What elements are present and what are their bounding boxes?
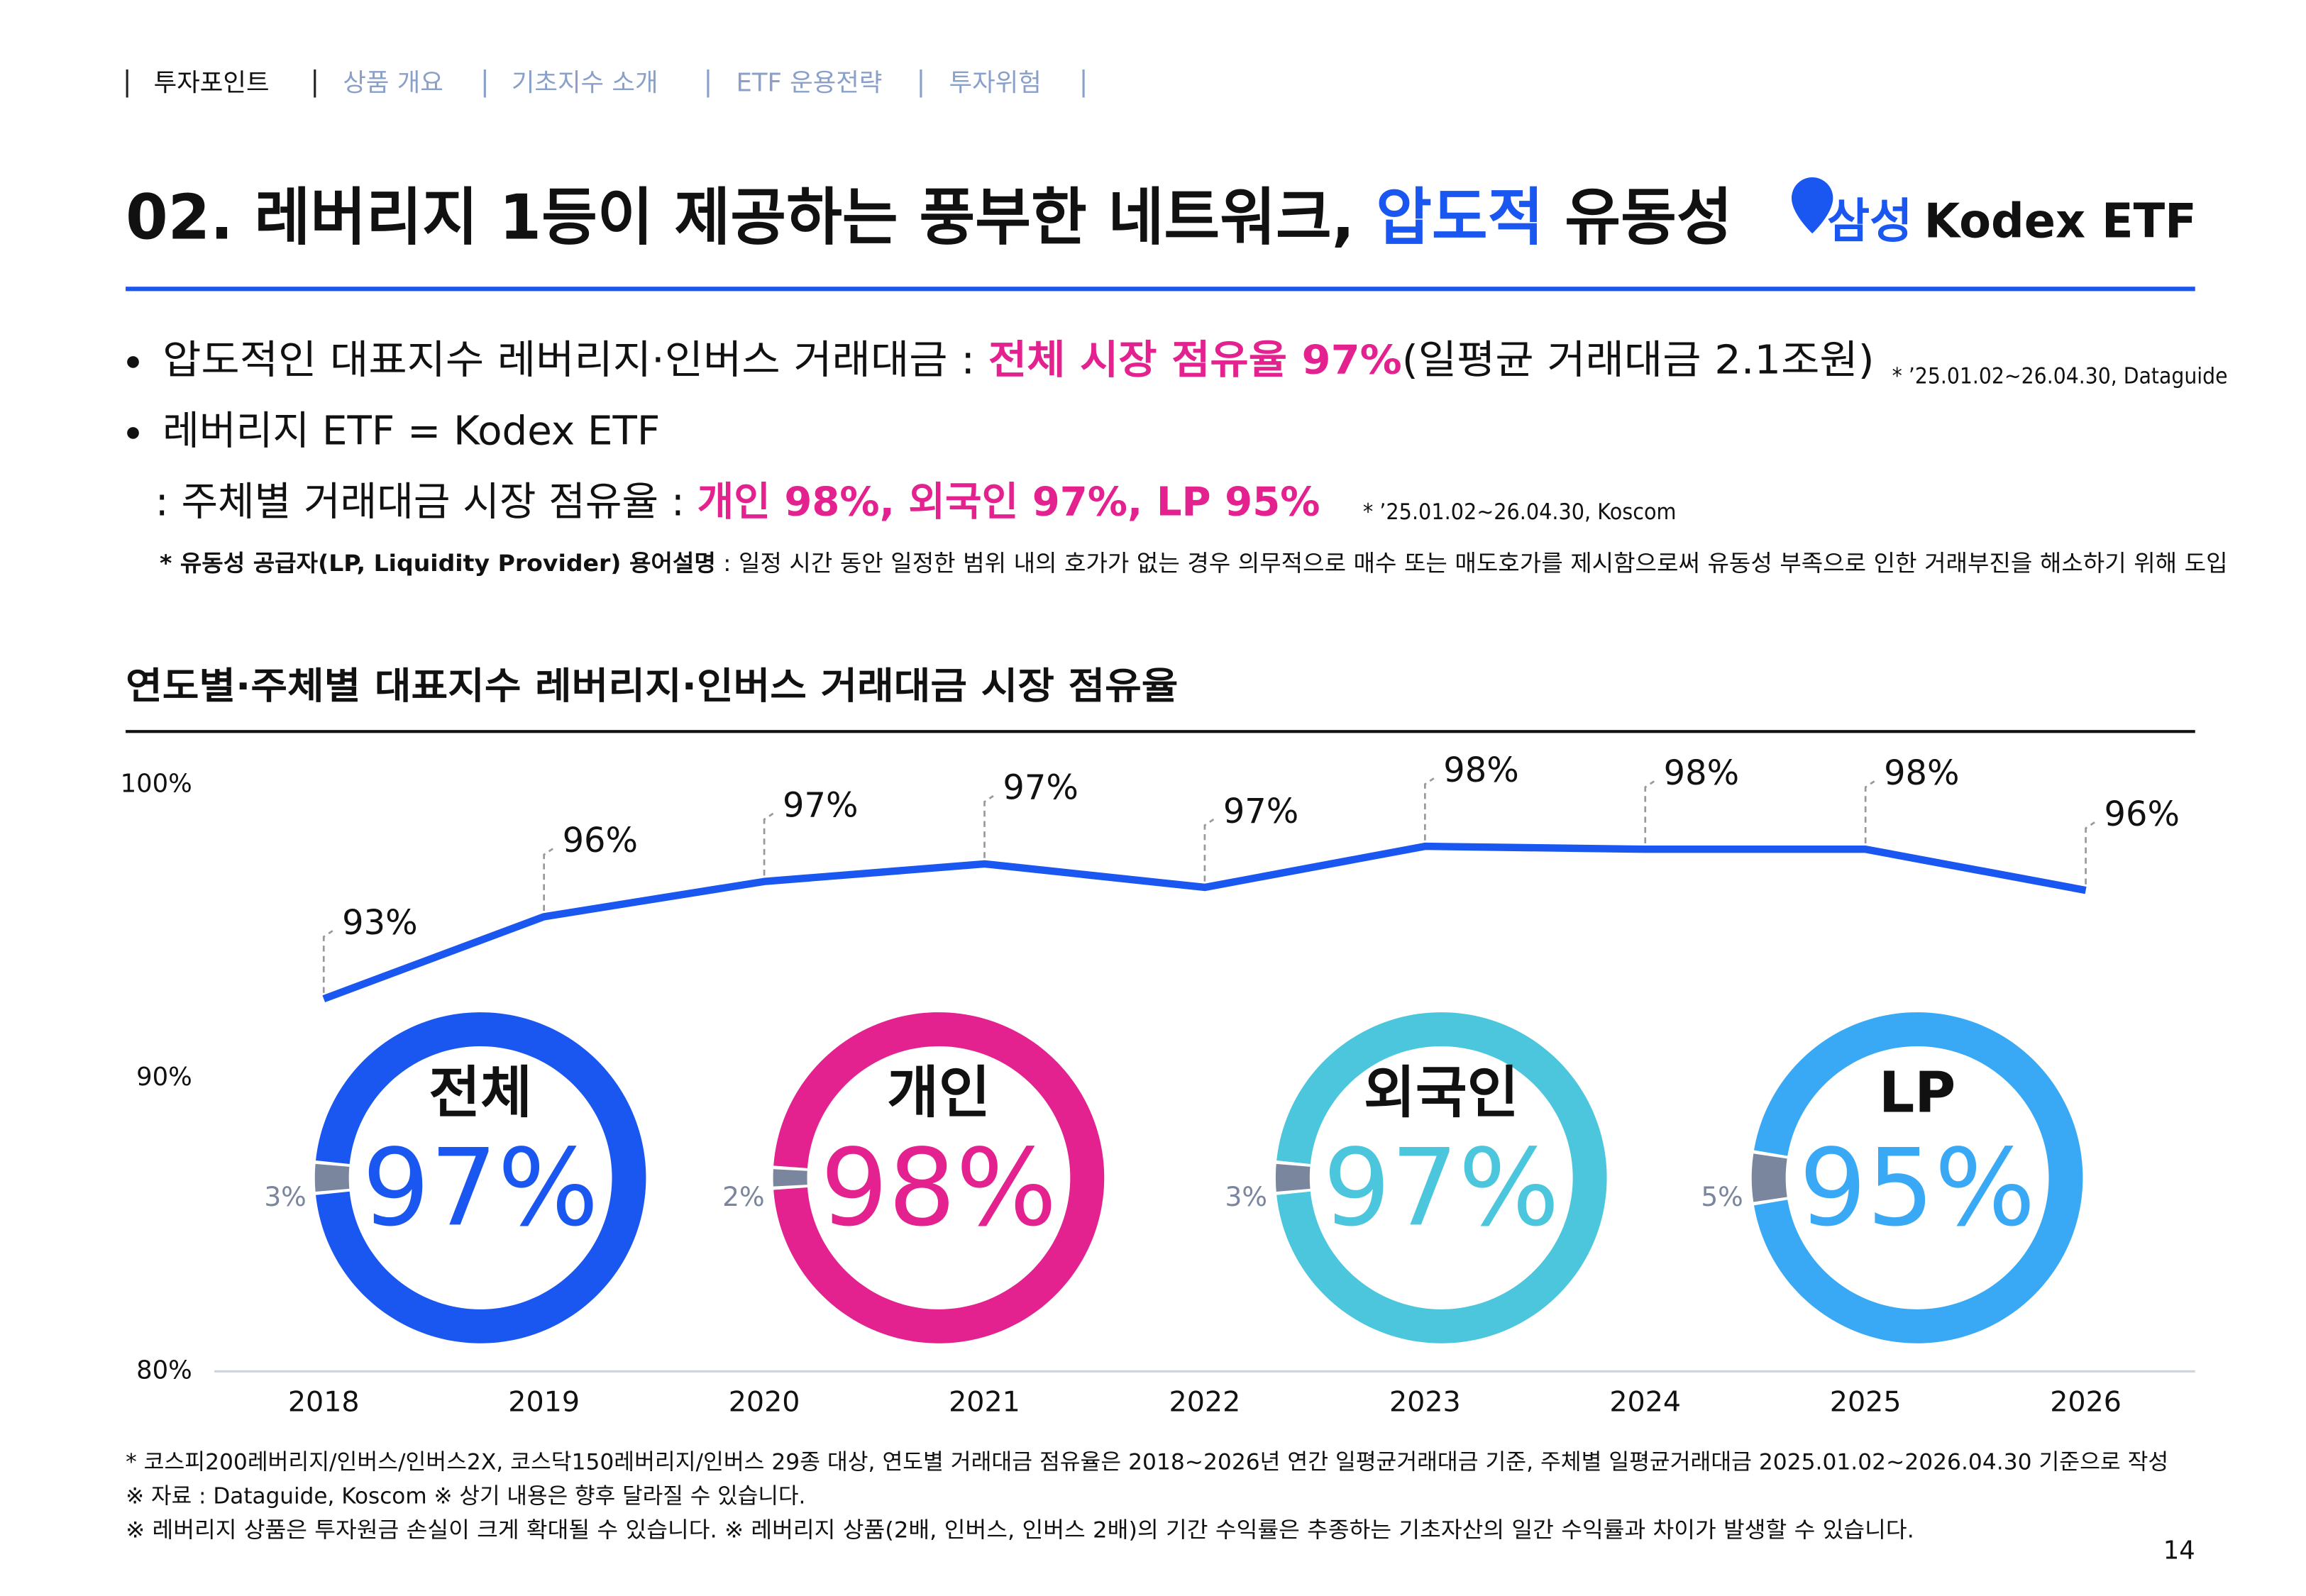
page-number: 14: [2163, 1536, 2195, 1565]
x-tick-label: 2021: [949, 1386, 1020, 1419]
donut-title: 외국인: [1364, 1060, 1518, 1125]
data-label: 98%: [1664, 754, 1739, 793]
bullet-dot: [127, 427, 139, 439]
data-labels: 93% 96% 97% 97% 97% 98% 98% 98% 96%: [322, 751, 2180, 993]
donut-minor-value: 5%: [1701, 1181, 1743, 1212]
section-rule: [126, 730, 2195, 733]
bullet-text: 레버리지 ETF = Kodex ETF: [162, 408, 660, 454]
leader-line: [322, 930, 333, 993]
bullet-highlight: 개인 98%, 외국인 97%, LP 95%: [697, 479, 1320, 525]
brand: 삼성 Kodex ETF: [1827, 194, 2197, 249]
data-label: 98%: [1443, 751, 1518, 790]
brand-kodex: Kodex ETF: [1924, 194, 2197, 249]
bullet: : 주체별 거래대금 시장 점유율 : 개인 98%, 외국인 97%, LP …: [155, 479, 1320, 525]
leader-line: [1864, 780, 1875, 843]
data-label: 97%: [1223, 792, 1298, 831]
footnote: * 코스피200레버리지/인버스/인버스2X, 코스닥150레버리지/인버스 2…: [126, 1450, 2168, 1475]
data-label: 96%: [563, 821, 638, 860]
x-tick-label: 2022: [1169, 1386, 1241, 1419]
brand-pin: [1792, 177, 1833, 234]
term-desc: : 일정 시간 동안 일정한 범위 내의 호가가 없는 경우 의무적으로 매수 …: [716, 550, 2228, 577]
term-name: * 유동성 공급자(LP, Liquidity Provider) 용어설명: [160, 550, 716, 577]
x-tick-label: 2024: [1609, 1386, 1681, 1419]
nav-item[interactable]: ETF 운용전략: [737, 69, 883, 98]
data-label: 97%: [1003, 769, 1078, 808]
bullet-text: (일평균 거래대금 2.1조원): [1402, 337, 1875, 383]
title-rule: [126, 287, 2195, 292]
donut-title: 전체: [429, 1060, 532, 1125]
leader-line: [1203, 819, 1215, 882]
nav-item[interactable]: 투자위험: [949, 69, 1042, 98]
bullet-text: 압도적인 대표지수 레버리지·인버스 거래대금 :: [162, 337, 988, 383]
bullet-note: * ’25.01.02~26.04.30, Koscom: [1363, 499, 1677, 525]
donut-value: 95%: [1799, 1126, 2035, 1250]
nav-item[interactable]: 상품 개요: [343, 69, 443, 98]
leader-line: [1423, 777, 1435, 841]
bullet: 압도적인 대표지수 레버리지·인버스 거래대금 : 전체 시장 점유율 97%(…: [162, 337, 1875, 383]
nav-item[interactable]: 기초지수 소개: [512, 69, 658, 98]
donut-value: 97%: [362, 1126, 598, 1250]
donut-value: 98%: [820, 1126, 1057, 1250]
donut-title: LP: [1879, 1060, 1955, 1125]
x-tick-label: 2018: [288, 1386, 360, 1419]
donut-minor-value: 3%: [1225, 1181, 1267, 1212]
x-tick-label: 2023: [1389, 1386, 1461, 1419]
data-label: 97%: [783, 787, 858, 826]
data-label: 98%: [1884, 754, 1959, 793]
title-highlight: 압도적: [1376, 181, 1543, 253]
donut-value: 97%: [1323, 1126, 1560, 1250]
donut-minor-value: 3%: [264, 1181, 307, 1212]
donut-segment: [773, 1169, 807, 1187]
data-label: 96%: [2104, 795, 2180, 834]
y-tick-label: 100%: [121, 769, 192, 798]
bullet-highlight: 전체 시장 점유율 97%: [988, 337, 1402, 383]
nav: 투자포인트 상품 개요 기초지수 소개 ETF 운용전략 투자위험: [126, 69, 1085, 98]
line-series: [322, 842, 2087, 1003]
footnote: ※ 자료 : Dataguide, Koscom ※ 상기 내용은 향후 달라질…: [126, 1483, 805, 1509]
x-tick-label: 2026: [2050, 1386, 2122, 1419]
title: 02. 레버리지 1등이 제공하는 풍부한 네트워크, 압도적 유동성: [126, 181, 1733, 253]
leader-line: [983, 794, 994, 858]
leader-line: [2085, 821, 2095, 885]
title-part: 유동성: [1543, 181, 1732, 253]
x-tick-label: 2020: [729, 1386, 800, 1419]
leader-line: [543, 848, 553, 911]
y-tick-label: 90%: [136, 1063, 192, 1092]
leader-line: [763, 812, 774, 876]
donut-title: 개인: [887, 1060, 991, 1125]
title-part: 02. 레버리지 1등이 제공하는 풍부한 네트워크,: [126, 181, 1376, 253]
x-tick-label: 2019: [508, 1386, 580, 1419]
donut-segment: [1275, 1163, 1311, 1192]
y-tick-label: 80%: [136, 1356, 192, 1385]
donut-segment: [1751, 1153, 1787, 1202]
data-label: 93%: [342, 904, 417, 943]
leader-line: [1644, 780, 1655, 843]
footnote: ※ 레버리지 상품은 투자원금 손실이 크게 확대될 수 있습니다. ※ 레버리…: [126, 1517, 1914, 1543]
donut-segment: [314, 1163, 350, 1192]
bullet-text: : 주체별 거래대금 시장 점유율 :: [155, 479, 697, 525]
section-title: 연도별·주체별 대표지수 레버리지·인버스 거래대금 시장 점유율: [126, 665, 1178, 708]
term-note: * 유동성 공급자(LP, Liquidity Provider) 용어설명 :…: [160, 550, 2228, 577]
bullet-note: * ’25.01.02~26.04.30, Dataguide: [1892, 363, 2228, 389]
nav-item[interactable]: 투자포인트: [154, 69, 270, 98]
brand-samsung: 삼성: [1827, 194, 1912, 249]
x-tick-label: 2025: [1830, 1386, 1902, 1419]
bullet-dot: [127, 356, 139, 368]
bullet: 레버리지 ETF = Kodex ETF: [162, 408, 660, 454]
donut-minor-value: 2%: [722, 1181, 765, 1212]
